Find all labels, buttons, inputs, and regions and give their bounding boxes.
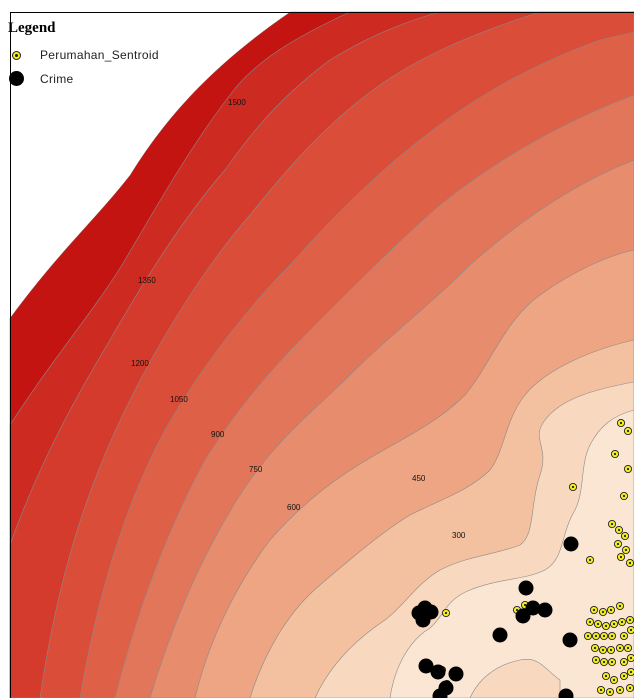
perumahan-sentroid-point-center: [594, 658, 598, 662]
perumahan-sentroid-point-center: [626, 467, 630, 471]
perumahan-sentroid-point-center: [618, 688, 622, 692]
perumahan-sentroid-point-center: [619, 421, 623, 425]
legend-item-crime: Crime: [8, 67, 159, 91]
crime-point: [432, 688, 448, 698]
contour-label-750: 750: [249, 465, 263, 474]
perumahan-sentroid-point-center: [601, 648, 605, 652]
perumahan-sentroid-point-center: [622, 634, 626, 638]
contour-label-1500: 1500: [228, 98, 246, 107]
perumahan-sentroid-point-center: [629, 670, 633, 674]
perumahan-sentroid-point-center: [626, 646, 630, 650]
perumahan-sentroid-point-center: [602, 634, 606, 638]
distance-band-0-inner: [469, 659, 561, 698]
perumahan-sentroid-point-center: [629, 656, 633, 660]
perumahan-sentroid-point-center: [592, 608, 596, 612]
perumahan-sentroid-point-center: [616, 542, 620, 546]
perumahan-sentroid-point-center: [624, 548, 628, 552]
perumahan-sentroid-point-center: [620, 620, 624, 624]
crime-point: [515, 608, 531, 624]
crime-point: [525, 600, 541, 616]
perumahan-sentroid-point-center: [612, 622, 616, 626]
yellow-dot-icon: [8, 47, 30, 63]
perumahan-sentroid-point-center: [622, 660, 626, 664]
contour-labels: 1500 1350 1200 1050 900 750 600 450 300: [131, 98, 466, 540]
perumahan-sentroid-point-center: [628, 618, 632, 622]
perumahan-sentroid-point-center: [617, 528, 621, 532]
contour-label-300: 300: [452, 531, 466, 540]
perumahan-sentroid-point-center: [618, 646, 622, 650]
crime-point: [537, 602, 553, 618]
perumahan-sentroid-point-center: [613, 452, 617, 456]
crime-point: [563, 536, 579, 552]
contour-label-600: 600: [287, 503, 301, 512]
perumahan-sentroid-point-center: [623, 534, 627, 538]
contour-label-1200: 1200: [131, 359, 149, 368]
perumahan-sentroid-point-center: [604, 624, 608, 628]
perumahan-sentroid-point-center: [586, 634, 590, 638]
crime-point: [415, 612, 431, 628]
perumahan-sentroid-point-center: [596, 622, 600, 626]
crime-point: [558, 688, 574, 698]
perumahan-sentroid-point-center: [626, 429, 630, 433]
black-dot-icon: [8, 71, 30, 87]
legend-item-sentroid: Perumahan_Sentroid: [8, 43, 159, 67]
perumahan-sentroid-point-center: [444, 611, 448, 615]
crime-point: [518, 580, 534, 596]
map-frame-border: [10, 12, 634, 698]
contour-label-1350: 1350: [138, 276, 156, 285]
distance-band-0: [389, 409, 634, 698]
perumahan-sentroid-point-center: [593, 646, 597, 650]
crime-layer: [411, 536, 579, 698]
perumahan-sentroid-point-center: [601, 610, 605, 614]
perumahan-sentroid-point-center: [610, 660, 614, 664]
crime-point: [418, 658, 434, 674]
perumahan-sentroid-point-center: [515, 608, 519, 612]
contour-label-450: 450: [412, 474, 426, 483]
contour-label-900: 900: [211, 430, 225, 439]
perumahan-sentroid-point-center: [523, 603, 527, 607]
legend-item-label: Perumahan_Sentroid: [40, 48, 159, 62]
perumahan-sentroid-point-center: [588, 558, 592, 562]
perumahan-sentroid-point-center: [610, 634, 614, 638]
perumahan-sentroid-point-center: [609, 608, 613, 612]
perumahan-sentroid-point-center: [609, 648, 613, 652]
perumahan-sentroid-point-center: [608, 690, 612, 694]
legend-background: [0, 0, 290, 330]
perumahan-sentroid-point-center: [612, 678, 616, 682]
legend-title: Legend: [8, 20, 56, 36]
perumahan-sentroid-point-center: [629, 628, 633, 632]
crime-point: [562, 632, 578, 648]
perumahan-sentroid-point-center: [599, 688, 603, 692]
crime-point: [430, 664, 446, 680]
perumahan-sentroid-point-center: [622, 494, 626, 498]
perumahan-sentroid-point-center: [594, 634, 598, 638]
perumahan-sentroid-point-center: [628, 561, 632, 565]
perumahan-sentroid-point-center: [571, 485, 575, 489]
legend: Legend Perumahan_Sentroid Crime: [8, 20, 159, 91]
perumahan-sentroid-point-center: [610, 522, 614, 526]
crime-point: [448, 666, 464, 682]
perumahan-sentroid-point-center: [622, 674, 626, 678]
perumahan-sentroid-point-center: [604, 674, 608, 678]
perumahan-sentroid-point-center: [618, 604, 622, 608]
contour-label-1050: 1050: [170, 395, 188, 404]
legend-item-label: Crime: [40, 72, 74, 86]
crime-point: [492, 627, 508, 643]
perumahan-sentroid-point-center: [588, 620, 592, 624]
perumahan-sentroid-layer: [437, 418, 634, 697]
perumahan-sentroid-point-center: [602, 660, 606, 664]
perumahan-sentroid-point-center: [628, 686, 632, 690]
perumahan-sentroid-point-center: [619, 555, 623, 559]
